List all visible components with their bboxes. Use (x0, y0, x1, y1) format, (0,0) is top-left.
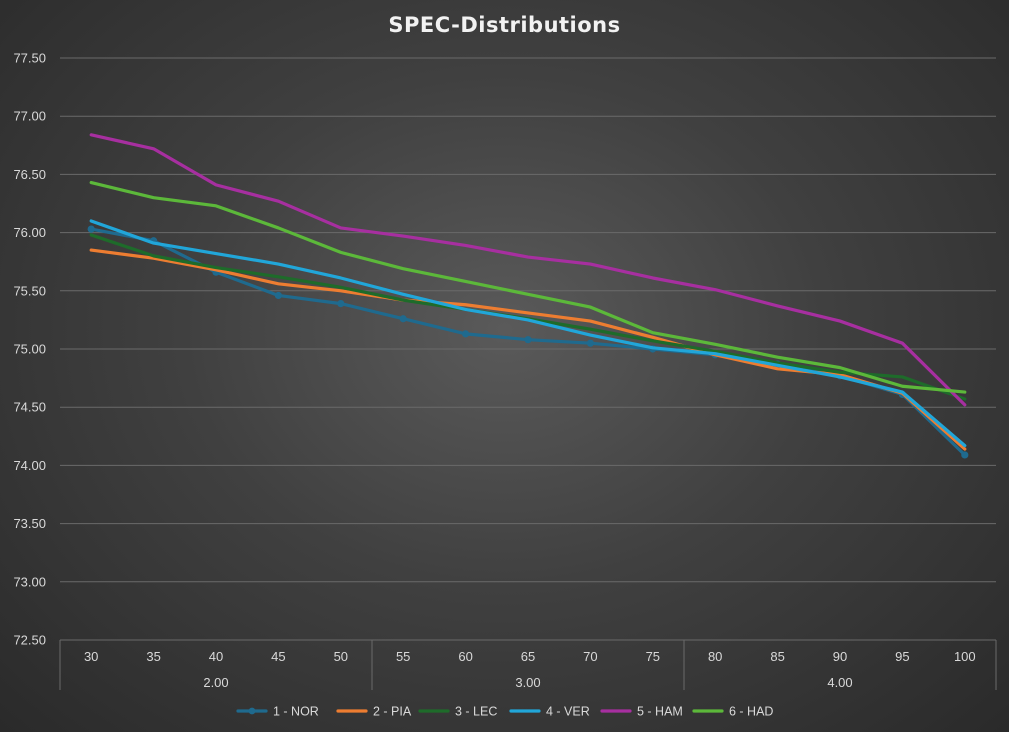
legend-label: 4 - VER (546, 705, 590, 719)
group-label: 2.00 (203, 675, 228, 690)
y-tick-label: 77.00 (13, 109, 46, 124)
series-line (89, 133, 967, 407)
data-point (961, 451, 969, 459)
series-5-ham (89, 133, 967, 407)
legend-item: 4 - VER (509, 705, 590, 719)
series-line (89, 219, 967, 448)
y-tick-label: 77.50 (13, 51, 46, 66)
series-1-nor (87, 225, 969, 459)
x-tick-label: 95 (895, 649, 909, 664)
data-point (274, 291, 282, 300)
y-tick-label: 76.50 (13, 167, 46, 182)
data-point (87, 225, 95, 233)
legend-label: 1 - NOR (273, 705, 319, 719)
x-tick-label: 90 (833, 649, 847, 664)
y-tick-label: 76.00 (13, 225, 46, 240)
y-axis: 72.50 73.00 73.50 74.00 74.50 75.00 75.50 76.00… (13, 51, 46, 648)
series-layer (87, 133, 969, 459)
y-tick-label: 75.50 (13, 283, 46, 298)
legend-label: 2 - PIA (373, 705, 412, 719)
legend-item: 3 - LEC (418, 705, 497, 719)
series-4-ver (89, 219, 967, 448)
legend-label: 3 - LEC (455, 705, 497, 719)
x-tick-label: 60 (458, 649, 472, 664)
legend-marker (248, 707, 256, 715)
x-tick-label: 35 (146, 649, 160, 664)
y-tick-label: 74.00 (13, 458, 46, 473)
legend-label: 6 - HAD (729, 705, 773, 719)
legend: 1 - NOR 2 - PIA 3 - LEC 4 - VER 5 - HAM 6 - H… (236, 705, 773, 719)
legend-item: 5 - HAM (600, 705, 683, 719)
y-tick-label: 75.00 (13, 342, 46, 357)
x-tick-label: 50 (334, 649, 348, 664)
legend-item: 2 - PIA (336, 705, 412, 719)
data-point (586, 339, 595, 347)
x-tick-label: 80 (708, 649, 722, 664)
y-tick-label: 72.50 (13, 633, 46, 648)
x-axis: 30 35 40 45 50 55 60 65 70 75 80 85 90 95 100 2.00 3.00 4… (59, 640, 997, 690)
x-tick-label: 85 (770, 649, 784, 664)
group-label: 4.00 (827, 675, 852, 690)
x-tick-label: 55 (396, 649, 410, 664)
chart-title: SPEC-Distributions (388, 13, 620, 37)
y-tick-label: 74.50 (13, 400, 46, 415)
x-tick-label: 40 (209, 649, 223, 664)
group-label: 3.00 (515, 675, 540, 690)
x-tick-label: 65 (521, 649, 535, 664)
x-tick-label: 75 (646, 649, 660, 664)
y-tick-label: 73.00 (13, 574, 46, 589)
series-6-had (89, 180, 967, 394)
series-line (89, 180, 967, 394)
x-tick-label: 30 (84, 649, 98, 664)
x-tick-label: 100 (954, 649, 976, 664)
data-point (399, 315, 407, 323)
series-2-pia (89, 248, 967, 451)
legend-label: 5 - HAM (637, 705, 683, 719)
grid-layer (60, 57, 996, 641)
data-point (462, 330, 470, 338)
x-tick-label: 45 (271, 649, 285, 664)
legend-item: 1 - NOR (236, 705, 319, 719)
data-point (524, 336, 532, 344)
series-line (89, 248, 967, 451)
x-tick-label: 70 (583, 649, 597, 664)
data-point (337, 300, 345, 308)
y-tick-label: 73.50 (13, 516, 46, 531)
legend-item: 6 - HAD (692, 705, 773, 719)
